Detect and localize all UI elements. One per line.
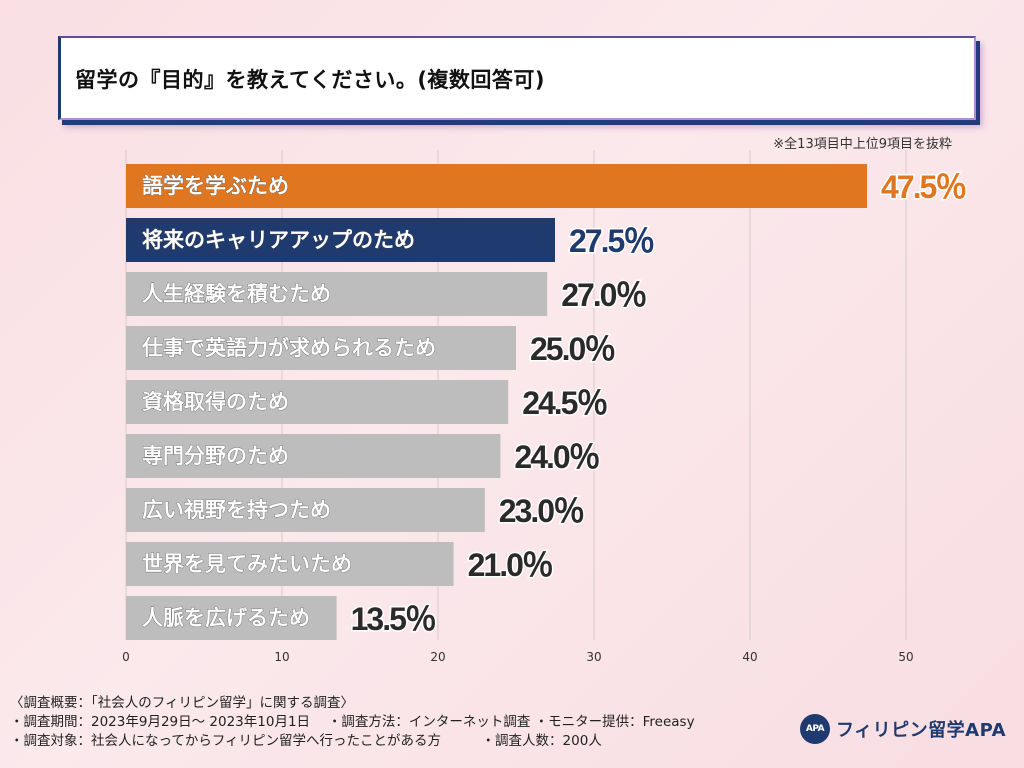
bar-category-label: 人生経験を積むため [142,282,331,306]
bar [126,488,485,532]
bar-category-label: 仕事で英語力が求められるため [141,336,436,360]
logo-text: フィリピン留学APA [836,720,1007,741]
bar-value-label: 24.0％ [514,439,599,475]
x-tick-label: 20 [430,650,445,664]
bar [126,542,454,586]
x-tick-label: 50 [898,650,913,664]
page-title: 留学の『目的』を教えてください。(複数回答可) [75,68,546,92]
survey-footer: 〈調査概要：「社会人のフィリピン留学」に関する調査〉 ・調査期間：2023年9月… [10,694,800,751]
bar-value-label: 47.5％ [881,169,966,205]
bar-value-label: 25.0％ [530,331,615,367]
x-tick-label: 10 [274,650,289,664]
bar [126,434,501,478]
bar-value-label: 23.0％ [499,493,584,529]
x-tick-label: 0 [122,650,130,664]
bar-chart: 0 10 20 30 40 50 語学を学ぶため 47.5％ 将来のキャリアアップのため 27.5… [122,150,970,664]
brand-logo: APA フィリピン留学APA [800,712,1012,746]
title-box: 留学の『目的』を教えてください。(複数回答可) [58,36,976,120]
bar [126,164,867,208]
bar-category-label: 世界を見てみたいため [142,552,352,576]
bar-category-label: 語学を学ぶため [142,174,289,198]
bar [126,596,337,640]
chart-note: ※全13項目中上位9項目を抜粋 [773,137,952,152]
bar-category-label: 専門分野のため [142,444,289,468]
footer-line-1: 〈調査概要：「社会人のフィリピン留学」に関する調査〉 [10,695,354,711]
bar-category-label: 広い視野を持つため [142,498,331,522]
footer-line-2: ・調査期間：2023年9月29日〜 2023年10月1日 ・調査方法：インターネ… [10,714,695,730]
footer-line-3: ・調査対象：社会人になってからフィリピン留学へ行ったことがある方 ・調査人数：2… [10,733,602,749]
bar-category-label: 人脈を広げるため [142,606,310,630]
bar-category-label: 将来のキャリアアップのため [142,228,415,252]
apa-logo-icon: APA [800,714,830,744]
bar-value-label: 24.5％ [522,385,607,421]
bar-value-label: 27.0％ [561,277,646,313]
bar-value-label: 21.0％ [468,547,553,583]
bar-category-label: 資格取得のため [142,390,289,414]
x-tick-label: 30 [586,650,601,664]
bar [126,380,509,424]
bar-value-label: 13.5％ [351,601,436,637]
bar [126,326,516,370]
x-tick-label: 40 [742,650,757,664]
bar-value-label: 27.5％ [569,223,654,259]
bar [126,218,555,262]
bar [126,272,548,316]
